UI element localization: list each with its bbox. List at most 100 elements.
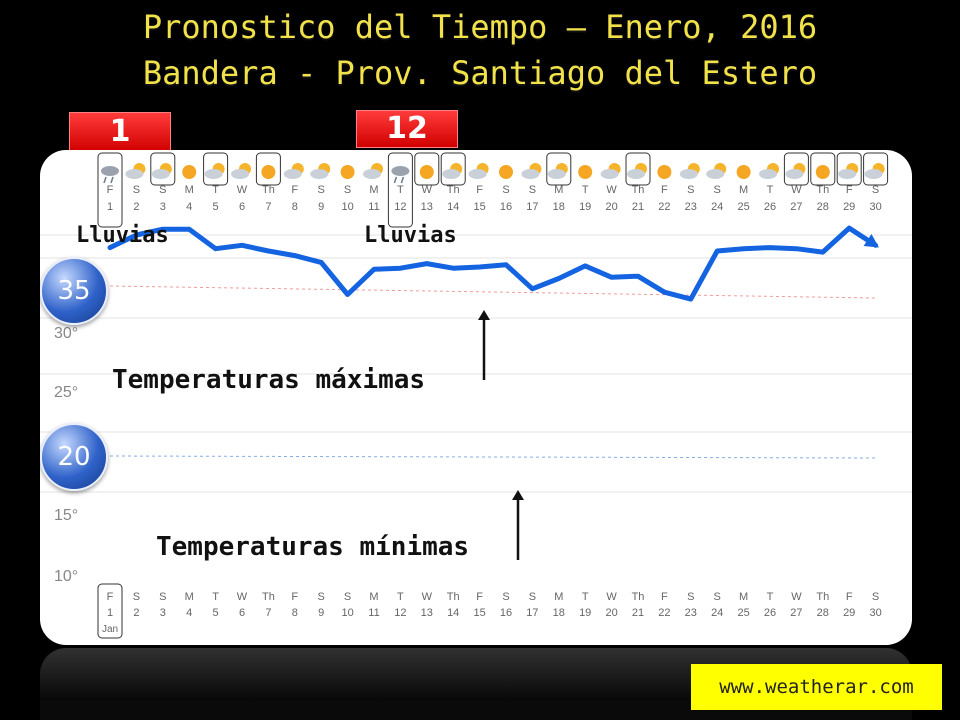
date-label: 11 bbox=[368, 607, 379, 619]
date-label: 5 bbox=[213, 201, 219, 213]
date-label: 19 bbox=[579, 607, 591, 619]
weekday-label: W bbox=[237, 184, 248, 196]
min-temp-line bbox=[107, 225, 879, 302]
weekday-label: T bbox=[397, 591, 404, 603]
cloud-icon bbox=[600, 169, 619, 179]
date-label: 2 bbox=[133, 201, 139, 213]
weekday-label: F bbox=[291, 184, 298, 196]
weekday-label: M bbox=[554, 184, 563, 196]
max-temp-label: Temperaturas máximas bbox=[112, 365, 426, 395]
weekday-label: F bbox=[107, 184, 114, 196]
sun-icon bbox=[657, 165, 672, 179]
date-label: 27 bbox=[790, 607, 802, 619]
weekday-label: M bbox=[369, 184, 378, 196]
date-label: 17 bbox=[526, 607, 538, 619]
weekday-label: W bbox=[422, 591, 433, 603]
date-label: 1 bbox=[107, 607, 113, 619]
sun-icon bbox=[736, 165, 751, 179]
weekday-label: S bbox=[133, 591, 140, 603]
weekday-label: W bbox=[237, 591, 248, 603]
weekday-label: F bbox=[107, 591, 114, 603]
day-highlight-box bbox=[150, 152, 176, 186]
min-annotation-arrow-head bbox=[512, 490, 524, 500]
weekday-label: S bbox=[529, 184, 536, 196]
weekday-label: S bbox=[502, 591, 509, 603]
weekday-label: F bbox=[476, 184, 483, 196]
weekday-label: M bbox=[739, 184, 748, 196]
weekday-label: F bbox=[291, 591, 298, 603]
date-label: 24 bbox=[711, 201, 723, 213]
day-highlight-box bbox=[625, 152, 651, 186]
date-label: 20 bbox=[605, 607, 617, 619]
cloud-icon bbox=[547, 169, 566, 179]
date-label: 24 bbox=[711, 607, 723, 619]
cloud-icon bbox=[151, 169, 170, 179]
weekday-label: S bbox=[872, 591, 879, 603]
weekday-label: F bbox=[661, 184, 668, 196]
weekday-label: Th bbox=[447, 591, 460, 603]
date-label: 25 bbox=[737, 607, 749, 619]
day-highlight-box bbox=[97, 583, 123, 639]
day-highlight-box bbox=[863, 152, 889, 186]
weekday-label: S bbox=[318, 184, 325, 196]
date-label: 11 bbox=[368, 201, 379, 213]
weekday-label: Th bbox=[447, 184, 460, 196]
min-temp-badge: 20 bbox=[40, 423, 108, 491]
date-label: 16 bbox=[500, 201, 512, 213]
date-label: 23 bbox=[685, 607, 697, 619]
max-annotation-arrow-head bbox=[478, 310, 490, 320]
page-title-line-1: Pronostico del Tiempo – Enero, 2016 bbox=[142, 8, 818, 46]
cloud-icon bbox=[125, 169, 144, 179]
cloud-icon bbox=[468, 169, 487, 179]
date-label: 22 bbox=[658, 201, 670, 213]
weekday-label: W bbox=[791, 591, 802, 603]
date-label: 5 bbox=[213, 607, 219, 619]
date-label: 3 bbox=[160, 201, 166, 213]
day-highlight-box bbox=[546, 152, 572, 186]
weekday-label: T bbox=[397, 184, 404, 196]
cloud-icon bbox=[231, 169, 249, 179]
date-label: 16 bbox=[500, 607, 512, 619]
source-link[interactable]: www.weatherar.com bbox=[691, 664, 942, 710]
rain-cloud-icon bbox=[391, 166, 410, 176]
weekday-label: W bbox=[422, 184, 433, 196]
weekday-label: S bbox=[502, 184, 509, 196]
day-highlight-box bbox=[414, 152, 440, 186]
date-label: 12 bbox=[394, 201, 406, 213]
weekday-label: W bbox=[606, 184, 617, 196]
date-label: 30 bbox=[869, 201, 881, 213]
date-label: 6 bbox=[239, 201, 245, 213]
weekday-label: W bbox=[606, 591, 617, 603]
weekday-label: T bbox=[212, 591, 219, 603]
weekday-label: Th bbox=[816, 184, 829, 196]
min-temp-label: Temperaturas mínimas bbox=[156, 532, 470, 562]
weekday-label: T bbox=[767, 184, 774, 196]
date-label: 20 bbox=[605, 201, 617, 213]
min-trend-line bbox=[109, 455, 876, 459]
day-highlight-box bbox=[836, 152, 862, 186]
date-label: 18 bbox=[553, 607, 565, 619]
max-temp-badge: 35 bbox=[40, 257, 108, 325]
page-title-line-2: Bandera - Prov. Santiago del Estero bbox=[142, 54, 818, 92]
cloud-icon bbox=[759, 169, 777, 179]
sun-icon bbox=[340, 165, 355, 179]
date-label: 18 bbox=[553, 201, 565, 213]
cloud-icon bbox=[785, 169, 804, 179]
date-label: 28 bbox=[817, 201, 829, 213]
weekday-label: F bbox=[476, 591, 483, 603]
date-label: 25 bbox=[737, 201, 749, 213]
date-label: 30 bbox=[869, 607, 881, 619]
weekday-label: M bbox=[369, 591, 378, 603]
sun-icon bbox=[815, 165, 830, 179]
sun-icon bbox=[499, 165, 513, 179]
cloud-icon bbox=[679, 169, 698, 179]
weekday-label: S bbox=[133, 184, 140, 196]
weekday-label: F bbox=[846, 184, 853, 196]
rain-label-day-12: Lluvias bbox=[364, 223, 457, 248]
date-label: 10 bbox=[341, 201, 353, 213]
weekday-label: S bbox=[318, 591, 325, 603]
day-highlight-box bbox=[97, 152, 123, 228]
weekday-label: Th bbox=[632, 184, 645, 196]
rain-drop-icon bbox=[103, 176, 107, 184]
date-label: 22 bbox=[658, 607, 670, 619]
